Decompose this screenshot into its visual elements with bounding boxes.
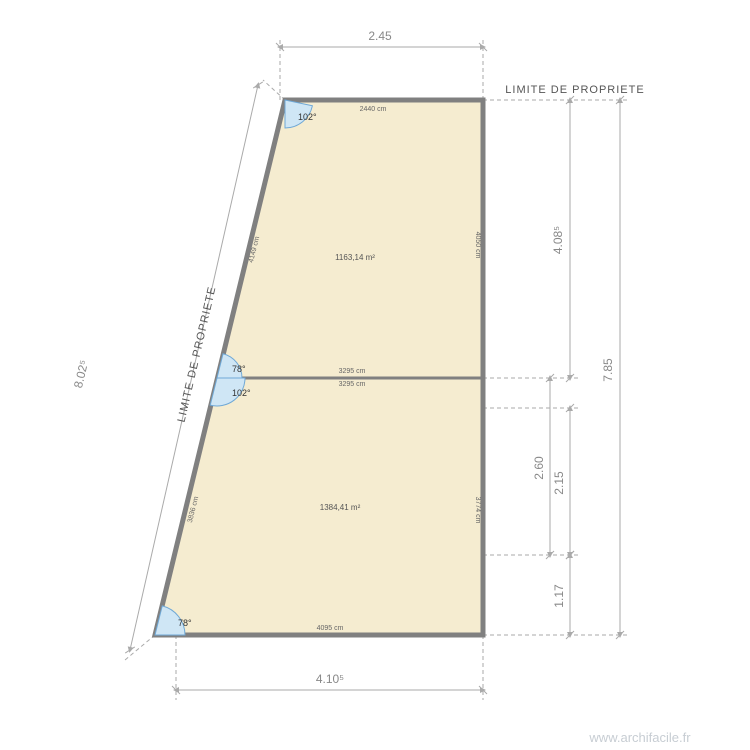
angle-label: 102°	[232, 388, 251, 398]
edge-length-label: 4050 cm	[474, 232, 481, 259]
edge-length-label: 4095 cm	[317, 625, 344, 632]
dimension-value: 4.10⁵	[316, 672, 344, 686]
dimension-value: 8.02⁵	[71, 359, 91, 390]
extension-line	[263, 80, 285, 100]
room-area-label: 1384,41 m²	[320, 503, 361, 512]
room-area-label: 1163,14 m²	[335, 253, 375, 262]
dim-tick	[253, 80, 263, 90]
edge-length-label: 3774 cm	[474, 497, 481, 524]
dimension-value: 2.15	[552, 471, 566, 495]
property-line-label: LIMITE DE PROPRIETE	[505, 84, 644, 96]
edge-length-label: 2440 cm	[360, 106, 387, 113]
angle-label: 102°	[298, 112, 317, 122]
angle-label: 78°	[232, 364, 246, 374]
dimension-value: 2.60	[532, 456, 546, 480]
edge-length-label: 3295 cm	[339, 381, 366, 388]
angle-label: 78°	[178, 618, 192, 628]
edge-length-label: 3295 cm	[339, 368, 366, 375]
rooms: 1163,14 m² 1384,41 m²	[155, 100, 483, 635]
dimension-value: 2.45	[368, 29, 392, 43]
dimension-value: 4.08⁵	[551, 226, 565, 254]
watermark: www.archifacile.fr	[588, 730, 691, 745]
dimension-value: 7.85	[601, 358, 615, 382]
extension-line	[125, 635, 155, 660]
floorplan-canvas: 1163,14 m² 1384,41 m² 102° 78° 102° 78° 2440…	[0, 0, 750, 750]
dimension-value: 1.17	[552, 584, 566, 608]
